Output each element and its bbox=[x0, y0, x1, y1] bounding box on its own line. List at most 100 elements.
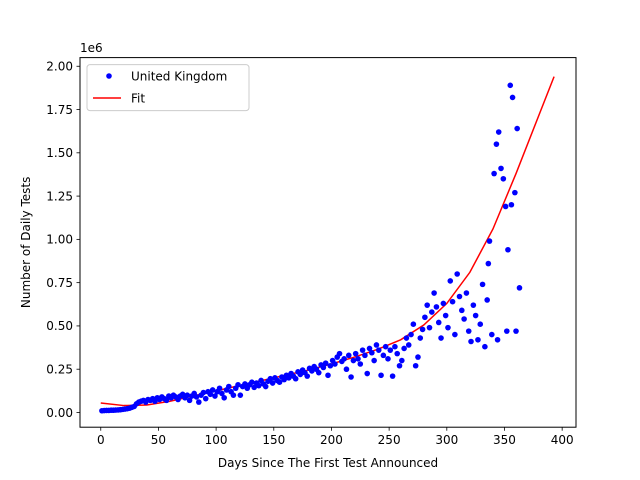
scatter-point bbox=[196, 399, 202, 405]
y-tick-label: 0.75 bbox=[46, 276, 73, 290]
scatter-point bbox=[378, 372, 384, 379]
scatter-point bbox=[408, 331, 414, 338]
legend: United Kingdom Fit bbox=[86, 64, 250, 112]
scatter-point bbox=[207, 391, 214, 398]
scatter-point bbox=[472, 312, 479, 319]
scatter-point bbox=[516, 285, 523, 291]
scatter-point bbox=[475, 336, 481, 343]
scatter-point bbox=[209, 387, 216, 393]
y-axis-offset-label: 1e6 bbox=[80, 41, 103, 55]
scatter-point bbox=[494, 336, 501, 343]
scatter-point bbox=[452, 331, 458, 338]
y-tick-label: 0.25 bbox=[46, 363, 73, 377]
scatter-point bbox=[438, 335, 444, 341]
scatter-point bbox=[235, 381, 241, 388]
y-tick-label: 2.00 bbox=[46, 60, 73, 74]
plot-area bbox=[79, 57, 577, 428]
scatter-point bbox=[322, 360, 329, 366]
scatter-point bbox=[468, 338, 474, 345]
scatter-point bbox=[285, 375, 292, 381]
y-tick-label: 1.50 bbox=[46, 146, 73, 160]
y-tick-label: 1.75 bbox=[46, 103, 73, 117]
scatter-point bbox=[373, 342, 380, 348]
scatter-point bbox=[221, 394, 227, 401]
scatter-point bbox=[309, 368, 315, 374]
scatter-point bbox=[512, 189, 518, 196]
x-tick-label: 150 bbox=[262, 433, 285, 447]
scatter-point bbox=[352, 350, 359, 357]
scatter-point bbox=[403, 335, 410, 341]
scatter-point bbox=[513, 328, 519, 334]
scatter-point bbox=[482, 343, 488, 350]
scatter-point bbox=[440, 300, 447, 307]
scatter-point bbox=[508, 201, 515, 208]
x-axis-ticks: 0 50 100 150 200 250 300 350 400 bbox=[97, 427, 574, 447]
x-axis-label: Days Since The First Test Announced bbox=[218, 456, 438, 470]
scatter-point bbox=[350, 357, 357, 364]
scatter-point bbox=[304, 373, 311, 379]
scatter-point bbox=[281, 376, 287, 383]
scatter-point bbox=[380, 352, 387, 359]
scatter-point bbox=[345, 352, 352, 359]
x-tick-label: 100 bbox=[205, 433, 228, 447]
scatter-point bbox=[419, 326, 426, 333]
scatter-point bbox=[493, 141, 500, 147]
scatter-point bbox=[364, 370, 371, 377]
scatter-point bbox=[396, 362, 403, 369]
scatter-point bbox=[226, 383, 232, 390]
x-tick-label: 200 bbox=[320, 433, 343, 447]
scatter-point bbox=[491, 170, 497, 177]
scatter-point bbox=[435, 319, 442, 326]
scatter-point bbox=[495, 129, 502, 135]
scatter-point bbox=[399, 357, 405, 364]
scatter-point bbox=[489, 331, 495, 338]
scatter-point bbox=[216, 385, 223, 392]
scatter-point bbox=[255, 382, 262, 389]
scatter-point bbox=[410, 321, 417, 328]
scatter-point bbox=[193, 394, 200, 400]
scatter-point bbox=[503, 328, 510, 334]
scatter-point bbox=[461, 316, 467, 322]
scatter-point bbox=[371, 357, 377, 364]
scatter-point bbox=[415, 354, 421, 360]
scatter-point bbox=[442, 312, 449, 319]
scatter-point bbox=[449, 298, 456, 305]
x-tick-label: 400 bbox=[551, 433, 574, 447]
scatter-point bbox=[359, 347, 366, 353]
y-tick-label: 0.00 bbox=[46, 406, 73, 420]
x-tick-label: 300 bbox=[435, 433, 458, 447]
scatter-point bbox=[507, 82, 514, 89]
scatter-point bbox=[375, 347, 382, 353]
scatter-point bbox=[212, 393, 218, 399]
scatter-point bbox=[394, 350, 401, 357]
scatter-points-layer bbox=[99, 82, 523, 414]
scatter-point bbox=[366, 345, 373, 352]
scatter-point bbox=[315, 369, 322, 376]
scatter-point bbox=[459, 307, 465, 314]
scatter-point bbox=[431, 290, 437, 296]
scatter-point bbox=[382, 343, 389, 350]
legend-box bbox=[86, 64, 250, 112]
scatter-point bbox=[325, 372, 331, 379]
scatter-point bbox=[332, 361, 338, 367]
scatter-point bbox=[454, 271, 460, 277]
scatter-point bbox=[433, 304, 440, 310]
scatter-point bbox=[262, 383, 269, 390]
scatter-point bbox=[426, 324, 433, 331]
scatter-point bbox=[509, 94, 516, 101]
y-tick-label: 0.50 bbox=[46, 319, 73, 333]
scatter-point bbox=[237, 392, 244, 398]
scatter-point bbox=[514, 125, 520, 132]
scatter-point bbox=[387, 347, 394, 353]
scatter-point bbox=[357, 361, 364, 367]
axes-frame bbox=[79, 57, 577, 428]
scatter-point bbox=[456, 293, 463, 300]
scatter-point bbox=[242, 381, 248, 387]
scatter-point bbox=[502, 203, 509, 210]
scatter-point bbox=[297, 371, 304, 378]
scatter-point bbox=[429, 309, 435, 315]
scatter-point bbox=[186, 397, 193, 404]
scatter-point bbox=[202, 395, 209, 402]
scatter-point bbox=[422, 314, 428, 321]
